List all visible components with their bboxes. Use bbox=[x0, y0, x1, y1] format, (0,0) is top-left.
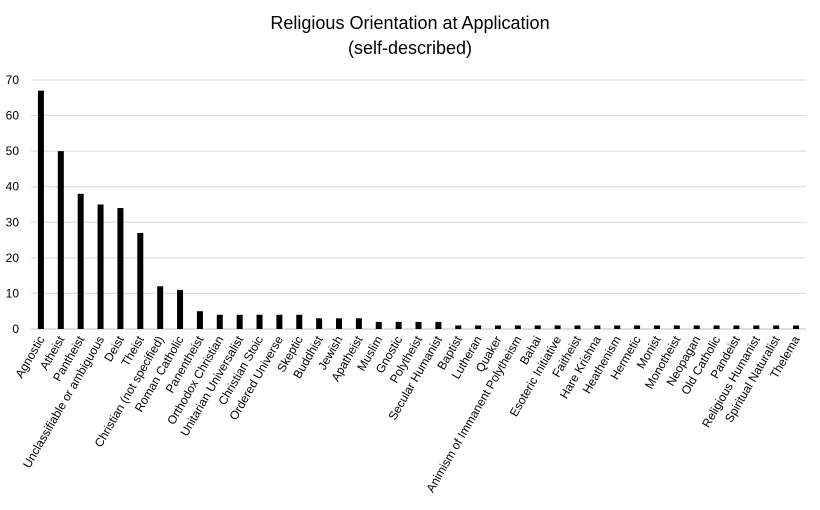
y-tick-label: 30 bbox=[6, 215, 20, 229]
bar bbox=[614, 325, 621, 329]
bar bbox=[157, 286, 164, 329]
gridlines bbox=[31, 79, 806, 330]
bar bbox=[236, 314, 243, 329]
chart-subtitle: (self-described) bbox=[348, 38, 472, 58]
bar bbox=[137, 232, 144, 329]
y-tick-label: 40 bbox=[6, 180, 20, 194]
bar bbox=[693, 325, 700, 329]
bar bbox=[713, 325, 720, 329]
bar bbox=[216, 314, 223, 329]
bar bbox=[673, 325, 680, 329]
bar bbox=[653, 325, 660, 329]
y-axis-ticks: 0 10 20 30 40 50 60 70 bbox=[6, 73, 20, 336]
y-tick-label: 60 bbox=[6, 109, 20, 123]
bar bbox=[97, 204, 104, 329]
bar bbox=[475, 325, 482, 329]
y-tick-label: 20 bbox=[6, 251, 20, 265]
bar bbox=[177, 289, 184, 329]
bar bbox=[276, 314, 283, 329]
bar bbox=[57, 151, 64, 329]
bar bbox=[355, 318, 362, 329]
bar bbox=[196, 311, 203, 329]
bar bbox=[256, 314, 263, 329]
bar bbox=[375, 321, 382, 329]
bar bbox=[534, 325, 541, 329]
bar bbox=[574, 325, 581, 329]
bar bbox=[435, 321, 442, 329]
y-tick-label: 50 bbox=[6, 144, 20, 158]
bar bbox=[77, 193, 84, 329]
bar bbox=[594, 325, 601, 329]
bars bbox=[37, 90, 800, 330]
bar bbox=[773, 325, 780, 329]
bar bbox=[296, 314, 303, 329]
y-tick-label: 0 bbox=[12, 322, 19, 336]
bar bbox=[733, 325, 740, 329]
bar bbox=[494, 325, 501, 329]
bar bbox=[395, 321, 402, 329]
bar bbox=[37, 90, 44, 330]
chart-title: Religious Orientation at Application bbox=[270, 13, 549, 33]
y-tick-label: 70 bbox=[6, 73, 20, 87]
bar bbox=[514, 325, 521, 329]
bar bbox=[117, 208, 124, 329]
bar bbox=[753, 325, 760, 329]
bar bbox=[336, 318, 343, 329]
bar bbox=[316, 318, 323, 329]
bar bbox=[793, 325, 800, 329]
y-tick-label: 10 bbox=[6, 286, 20, 300]
bar bbox=[634, 325, 641, 329]
bar bbox=[455, 325, 462, 329]
bar bbox=[554, 325, 561, 329]
bar bbox=[415, 321, 422, 329]
